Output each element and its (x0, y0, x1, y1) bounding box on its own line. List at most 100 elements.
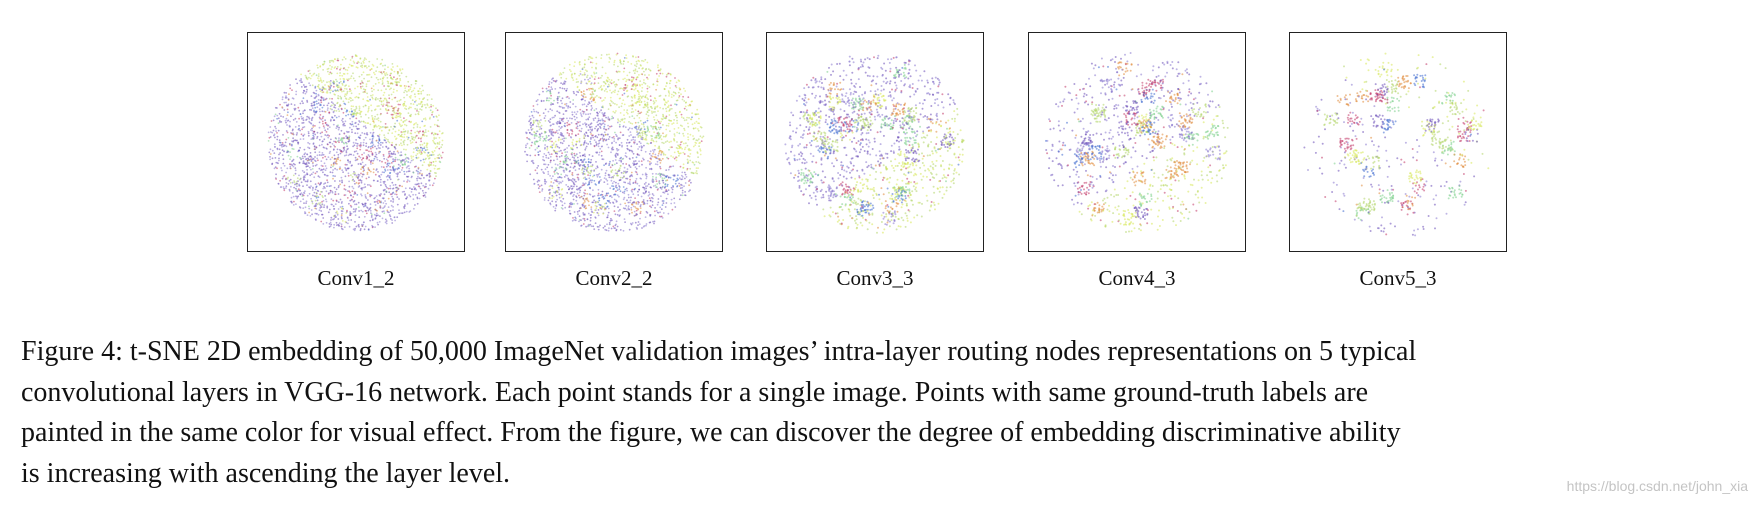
embedding-point (593, 90, 596, 92)
embedding-point (432, 139, 434, 142)
embedding-point (359, 110, 362, 113)
embedding-point (273, 133, 276, 136)
embedding-point (376, 209, 378, 212)
embedding-point (415, 134, 418, 137)
embedding-point (299, 146, 301, 149)
embedding-point (424, 117, 427, 120)
embedding-point (315, 202, 318, 205)
embedding-point (340, 63, 342, 66)
embedding-point (319, 99, 322, 102)
embedding-point (364, 104, 367, 107)
embedding-point (554, 209, 557, 212)
embedding-point (368, 155, 371, 158)
embedding-point (697, 161, 700, 164)
embedding-point (615, 228, 618, 231)
embedding-point (614, 193, 616, 196)
embedding-point (344, 85, 346, 87)
embedding-point (346, 217, 349, 220)
embedding-point (352, 105, 355, 108)
embedding-point (605, 162, 608, 165)
embedding-point (414, 183, 417, 186)
embedding-point (591, 91, 594, 93)
embedding-point (607, 133, 609, 136)
embedding-point (651, 172, 654, 175)
embedding-point (678, 185, 681, 187)
embedding-point (342, 90, 345, 92)
embedding-point (347, 159, 349, 162)
embedding-point (573, 115, 576, 118)
embedding-point (525, 144, 527, 147)
embedding-point (399, 98, 402, 101)
embedding-point (621, 87, 624, 90)
embedding-point (365, 127, 367, 129)
embedding-point (641, 201, 644, 204)
embedding-point (671, 188, 674, 191)
embedding-point (412, 126, 415, 129)
embedding-point (645, 105, 648, 107)
embedding-point (323, 185, 325, 188)
embedding-point (308, 142, 311, 145)
embedding-point (403, 180, 405, 183)
embedding-point (626, 109, 629, 111)
embedding-point (615, 83, 618, 86)
embedding-point (334, 90, 337, 92)
embedding-point (355, 113, 358, 116)
embedding-point (569, 212, 572, 215)
embedding-point (587, 118, 590, 121)
embedding-point (327, 102, 330, 105)
embedding-point (292, 148, 295, 150)
embedding-point (319, 193, 321, 196)
embedding-point (613, 198, 616, 201)
embedding-point (634, 84, 636, 87)
embedding-point (332, 85, 335, 88)
embedding-point (337, 153, 340, 156)
embedding-point (668, 148, 670, 151)
embedding-point (435, 107, 437, 110)
embedding-point (658, 128, 661, 131)
embedding-point (335, 199, 338, 202)
embedding-point (554, 114, 556, 117)
embedding-point (547, 134, 550, 137)
embedding-point (395, 186, 397, 189)
embedding-point (384, 161, 387, 164)
embedding-point (295, 195, 297, 198)
embedding-point (375, 147, 378, 150)
embedding-point (566, 117, 568, 120)
embedding-point (628, 71, 631, 74)
embedding-point (383, 136, 386, 139)
embedding-point (371, 90, 373, 93)
embedding-point (680, 194, 682, 197)
embedding-point (664, 135, 667, 138)
embedding-point (693, 137, 696, 140)
embedding-point (665, 197, 668, 200)
embedding-point (578, 74, 581, 77)
embedding-point (558, 150, 561, 153)
embedding-point (345, 154, 348, 156)
embedding-point (410, 176, 413, 179)
embedding-point (285, 145, 288, 148)
embedding-point (436, 142, 439, 144)
embedding-point (317, 213, 320, 216)
embedding-point (626, 89, 629, 92)
embedding-point (582, 92, 585, 95)
embedding-point (408, 180, 411, 183)
embedding-point (304, 211, 306, 213)
embedding-point (578, 194, 580, 197)
embedding-point (562, 83, 564, 86)
embedding-point (616, 103, 618, 106)
embedding-point (388, 101, 390, 104)
embedding-point (551, 200, 554, 203)
embedding-point (384, 169, 387, 172)
embedding-point (639, 136, 642, 138)
embedding-point (588, 177, 591, 180)
embedding-point (534, 141, 536, 143)
embedding-point (365, 142, 368, 145)
embedding-point (619, 176, 622, 179)
embedding-point (626, 177, 629, 180)
embedding-point (325, 221, 328, 224)
embedding-point (688, 184, 690, 187)
embedding-point (612, 176, 614, 178)
embedding-point (400, 133, 403, 136)
embedding-point (374, 98, 377, 101)
embedding-point (292, 137, 294, 140)
